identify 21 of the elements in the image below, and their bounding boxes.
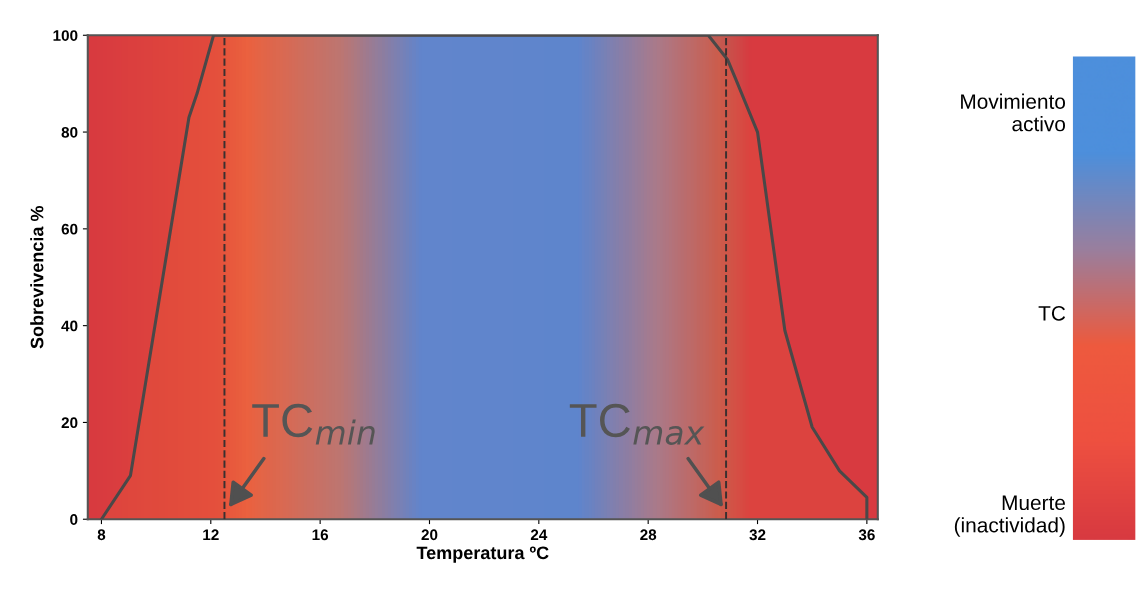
y-tick-label: 80 xyxy=(61,126,78,138)
x-tick-label: 16 xyxy=(312,529,329,541)
x-tick-label: 8 xyxy=(97,529,106,541)
annotation: TC$_{max}$ xyxy=(569,403,705,445)
annotation: TC$_{min}$ xyxy=(252,403,375,445)
x-tick-label: 12 xyxy=(203,529,219,541)
x-tick-label: 20 xyxy=(421,529,438,541)
y-tick-label: 20 xyxy=(61,417,78,429)
y-tick-label: 0 xyxy=(70,514,78,525)
y-tick-label: 60 xyxy=(61,223,78,235)
y-tick-label: 40 xyxy=(61,320,78,332)
x-tick-label: 24 xyxy=(530,529,548,541)
text: TC xyxy=(1038,305,1066,321)
x-tick-label: 28 xyxy=(640,529,657,541)
x-tick-label: 32 xyxy=(749,529,766,541)
x-tick-label: 36 xyxy=(858,529,875,541)
x-axis-title: Temperatura ºC xyxy=(416,546,549,563)
y-axis-title: Sobrevivencia % xyxy=(30,205,44,349)
text: Movimiento activo xyxy=(961,93,1066,132)
y-tick-label: 100 xyxy=(53,30,78,41)
text: Muerte (inactividad) xyxy=(954,495,1065,537)
